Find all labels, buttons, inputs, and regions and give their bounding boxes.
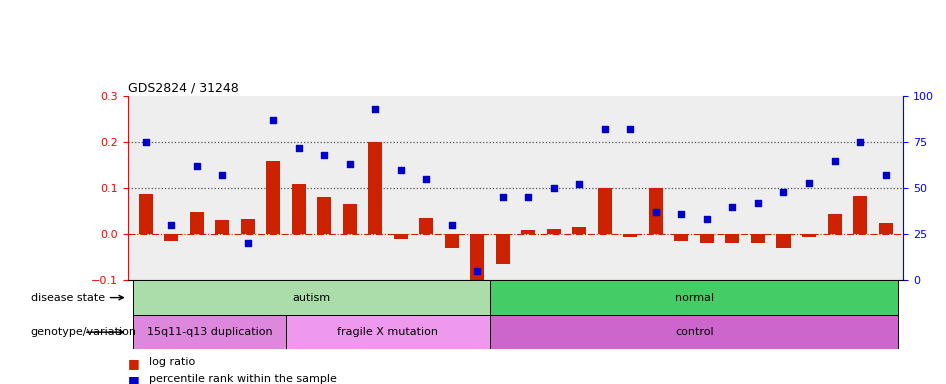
Bar xyxy=(240,219,254,234)
Bar xyxy=(215,220,229,234)
Point xyxy=(622,126,638,132)
Point xyxy=(342,161,358,167)
Bar xyxy=(490,280,899,315)
Bar xyxy=(138,194,152,234)
Point xyxy=(368,106,383,112)
Text: GDS2824 / 31248: GDS2824 / 31248 xyxy=(128,82,238,95)
Text: normal: normal xyxy=(674,293,713,303)
Point xyxy=(520,194,535,200)
Point xyxy=(317,152,332,158)
Point xyxy=(189,163,204,169)
Point xyxy=(776,189,791,195)
Point xyxy=(801,180,816,186)
Bar xyxy=(266,161,280,234)
Bar xyxy=(853,197,867,234)
Bar xyxy=(132,315,286,349)
Text: autism: autism xyxy=(292,293,330,303)
Bar xyxy=(777,234,791,248)
Bar xyxy=(470,234,484,287)
Bar xyxy=(598,188,612,234)
Point xyxy=(470,268,485,274)
Text: ■: ■ xyxy=(128,357,139,370)
Bar xyxy=(445,234,459,248)
Bar xyxy=(291,184,306,234)
Bar xyxy=(828,214,842,234)
Bar xyxy=(394,234,408,239)
Point xyxy=(240,240,255,247)
Text: genotype/variation: genotype/variation xyxy=(31,327,137,337)
Point xyxy=(496,194,511,200)
Bar xyxy=(802,234,816,237)
Text: ■: ■ xyxy=(128,374,139,384)
Point xyxy=(419,176,434,182)
Text: control: control xyxy=(674,327,713,337)
Text: percentile rank within the sample: percentile rank within the sample xyxy=(149,374,337,384)
Point xyxy=(546,185,561,191)
Bar xyxy=(164,234,178,241)
Point xyxy=(445,222,460,228)
Text: 15q11-q13 duplication: 15q11-q13 duplication xyxy=(147,327,272,337)
Point xyxy=(597,126,612,132)
Bar xyxy=(879,223,893,234)
Bar xyxy=(490,315,899,349)
Text: disease state: disease state xyxy=(31,293,123,303)
Bar xyxy=(547,229,561,234)
Point xyxy=(852,139,867,145)
Point xyxy=(699,217,714,223)
Text: fragile X mutation: fragile X mutation xyxy=(338,327,439,337)
Point xyxy=(674,211,689,217)
Point xyxy=(394,167,409,173)
Point xyxy=(138,139,153,145)
Bar xyxy=(623,234,638,237)
Bar xyxy=(726,234,740,243)
Point xyxy=(164,222,179,228)
Bar xyxy=(368,142,382,234)
Bar xyxy=(649,188,663,234)
Bar xyxy=(419,218,433,234)
Point xyxy=(827,157,842,164)
Text: log ratio: log ratio xyxy=(149,357,195,367)
Point xyxy=(266,117,281,123)
Bar xyxy=(521,230,535,234)
Point xyxy=(725,204,740,210)
Bar xyxy=(572,227,587,234)
Bar xyxy=(674,234,689,241)
Point xyxy=(291,144,307,151)
Point xyxy=(648,209,663,215)
Bar xyxy=(751,234,765,243)
Bar xyxy=(317,197,331,234)
Point xyxy=(750,200,765,206)
Bar xyxy=(342,204,357,234)
Point xyxy=(215,172,230,178)
Point xyxy=(878,172,893,178)
Bar xyxy=(132,280,490,315)
Bar xyxy=(496,234,510,264)
Bar xyxy=(189,212,203,234)
Bar xyxy=(286,315,490,349)
Bar xyxy=(700,234,714,243)
Point xyxy=(571,181,587,187)
